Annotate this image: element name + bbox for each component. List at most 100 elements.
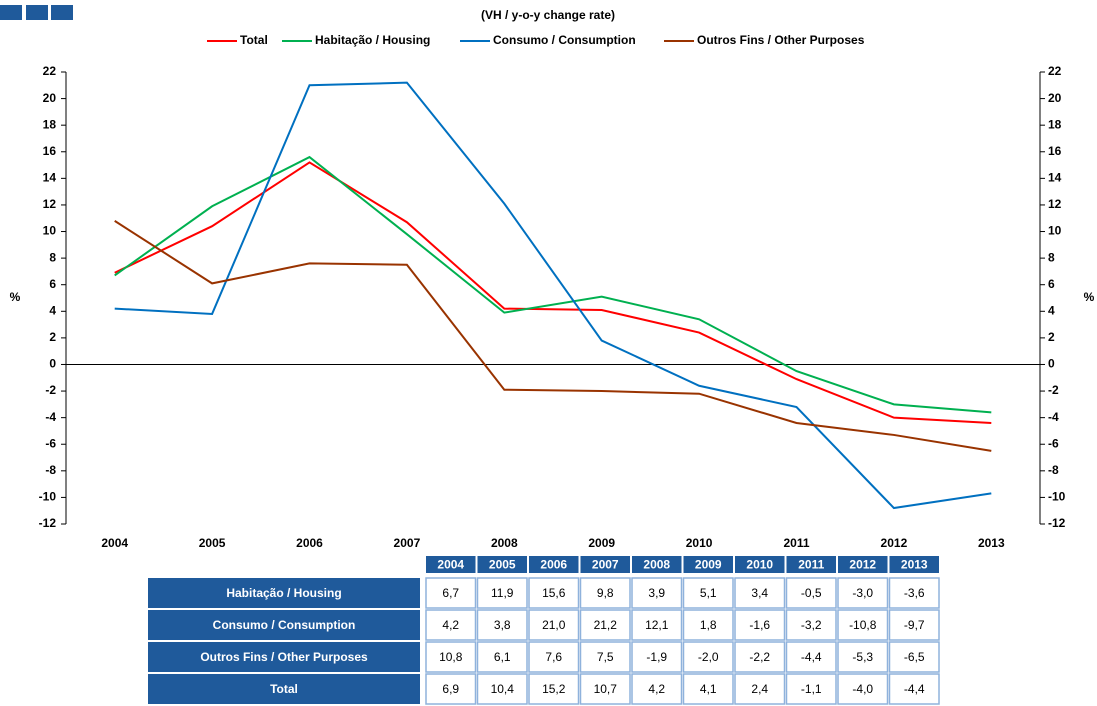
table-header-cell — [838, 556, 888, 573]
table-header-text: 2010 — [746, 558, 773, 572]
table-cell-text: 3,4 — [751, 586, 768, 600]
subtitle: (VH / y-o-y change rate) — [481, 8, 615, 22]
y-tick-label: 14 — [43, 171, 57, 185]
table-cell — [888, 641, 940, 673]
table-header-cell — [735, 556, 785, 573]
y2-tick-label: -12 — [1048, 516, 1066, 530]
series-line — [114, 161, 992, 424]
table-header-cell — [426, 556, 476, 573]
table-header-text: 2006 — [540, 558, 567, 572]
y-tick-label: 8 — [49, 250, 56, 264]
table-cell — [682, 641, 734, 673]
y2-tick-label: 8 — [1048, 250, 1055, 264]
logo-block — [0, 5, 22, 20]
table-cell-text: 10,4 — [491, 682, 515, 696]
y-tick-label: 22 — [43, 64, 57, 78]
logo-block — [51, 5, 73, 20]
table-cell — [425, 609, 477, 641]
table-header-cell — [889, 556, 939, 573]
y2-tick-label: 12 — [1048, 197, 1062, 211]
table-cell — [579, 641, 631, 673]
y2-axis-label: % — [1084, 290, 1095, 304]
table-header-text: 2013 — [901, 558, 928, 572]
table-cell-text: -6,5 — [904, 650, 925, 664]
table-cell — [425, 673, 477, 705]
table-cell — [528, 609, 580, 641]
table-cell-text: 1,8 — [700, 618, 717, 632]
y-tick-label: -4 — [45, 410, 56, 424]
table-row-label-cell — [148, 610, 420, 640]
table-cell-text: -3,2 — [801, 618, 822, 632]
table-cell-text: 21,2 — [594, 618, 618, 632]
y2-tick-label: -6 — [1048, 436, 1059, 450]
y2-tick-label: 2 — [1048, 330, 1055, 344]
y-tick-label: -2 — [45, 383, 56, 397]
y2-tick-label: -2 — [1048, 383, 1059, 397]
legend-label: Outros Fins / Other Purposes — [697, 33, 865, 47]
y-tick-label: 10 — [43, 224, 57, 238]
y-tick-label: 18 — [43, 117, 57, 131]
table-header-text: 2012 — [849, 558, 876, 572]
table-cell — [785, 609, 837, 641]
x-tick-label: 2012 — [881, 536, 908, 550]
table-header-text: 2009 — [695, 558, 722, 572]
table-cell-text: -4,0 — [852, 682, 873, 696]
table-cell-text: -0,5 — [801, 586, 822, 600]
table-header-cell — [632, 556, 682, 573]
series-line — [114, 155, 992, 414]
legend-label: Consumo / Consumption — [493, 33, 636, 47]
y2-tick-label: 20 — [1048, 91, 1062, 105]
table-header-text: 2008 — [643, 558, 670, 572]
y-tick-label: 16 — [43, 144, 57, 158]
table-row-label: Habitação / Housing — [226, 586, 341, 600]
y2-tick-label: 4 — [1048, 303, 1055, 317]
table-row-label: Outros Fins / Other Purposes — [200, 650, 368, 664]
table-cell-text: -1,9 — [646, 650, 667, 664]
table-cell-text: -4,4 — [904, 682, 925, 696]
x-tick-label: 2009 — [588, 536, 615, 550]
table-cell-text: -1,1 — [801, 682, 822, 696]
table-cell-text: 7,6 — [545, 650, 562, 664]
y2-tick-label: 22 — [1048, 64, 1062, 78]
table-header-cell — [477, 556, 527, 573]
table-header-cell — [529, 556, 579, 573]
table-cell-text: 15,6 — [542, 586, 566, 600]
table-cell — [734, 609, 786, 641]
table-cell — [785, 641, 837, 673]
table-header-text: 2004 — [437, 558, 464, 572]
table-cell — [579, 673, 631, 705]
legend-label: Habitação / Housing — [315, 33, 430, 47]
table-header-cell — [786, 556, 836, 573]
table-cell-text: 12,1 — [645, 618, 669, 632]
x-tick-label: 2008 — [491, 536, 518, 550]
table-cell-text: 3,9 — [648, 586, 665, 600]
table-cell-text: 6,1 — [494, 650, 511, 664]
y-tick-label: -12 — [39, 516, 57, 530]
table-cell — [888, 673, 940, 705]
table-cell — [528, 577, 580, 609]
table-cell-text: -3,6 — [904, 586, 925, 600]
table-cell — [425, 641, 477, 673]
y2-tick-label: -4 — [1048, 410, 1059, 424]
y-tick-label: -6 — [45, 436, 56, 450]
table-cell — [579, 609, 631, 641]
table-cell — [837, 577, 889, 609]
x-tick-label: 2010 — [686, 536, 713, 550]
table-cell — [837, 641, 889, 673]
table-cell — [888, 609, 940, 641]
table-row-label-cell — [148, 674, 420, 704]
x-tick-label: 2006 — [296, 536, 323, 550]
table-cell-text: 11,9 — [491, 586, 514, 600]
table-cell — [682, 673, 734, 705]
table-cell — [579, 577, 631, 609]
table-cell — [888, 577, 940, 609]
table-cell-text: 10,8 — [439, 650, 463, 664]
table-cell — [528, 673, 580, 705]
table-header-text: 2011 — [798, 558, 824, 572]
y2-tick-label: 14 — [1048, 171, 1062, 185]
table-cell — [682, 609, 734, 641]
x-tick-label: 2005 — [199, 536, 226, 550]
table-row-label-cell — [148, 642, 420, 672]
table-row-label-cell — [148, 578, 420, 608]
y2-tick-label: 18 — [1048, 117, 1062, 131]
